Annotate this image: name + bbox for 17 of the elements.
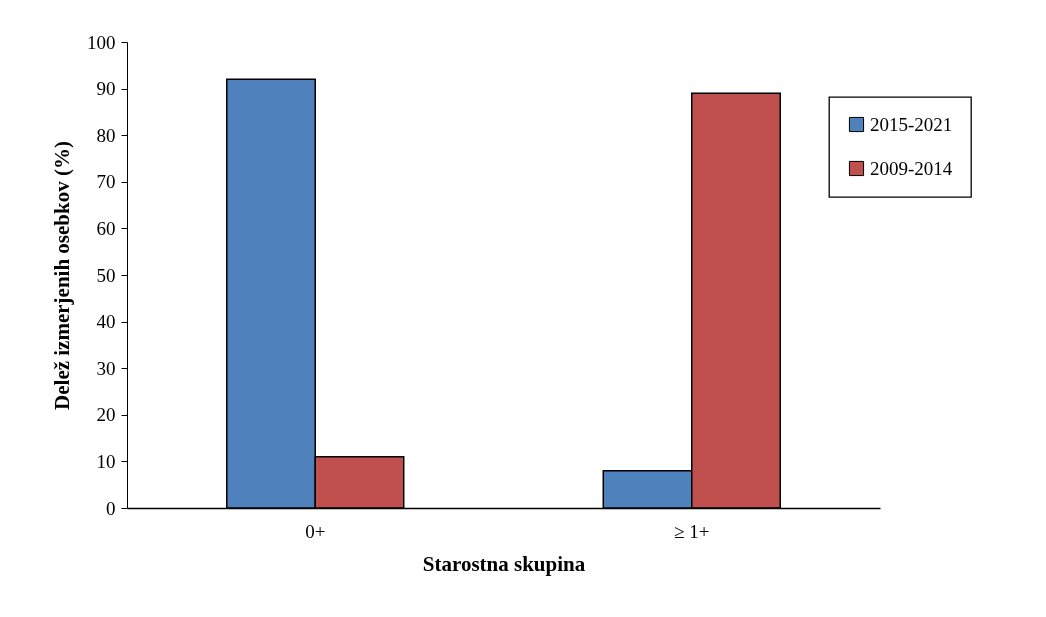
x-tick-label: ≥ 1+ (674, 520, 710, 542)
y-tick-label: 70 (96, 171, 116, 193)
y-tick-label: 0 (106, 497, 116, 519)
x-axis-title: Starostna skupina (422, 551, 586, 576)
y-axis-title: Delež izmerjenih osebkov (%) (50, 141, 74, 410)
y-tick-label: 60 (96, 217, 116, 239)
y-tick-label: 10 (96, 450, 116, 472)
y-tick-label: 100 (87, 31, 116, 53)
y-tick-label: 50 (96, 264, 116, 286)
y-tick-label: 90 (96, 78, 116, 100)
legend-label: 2009-2014 (870, 157, 953, 179)
x-tick-label: 0+ (305, 520, 326, 542)
y-tick-label: 30 (96, 357, 116, 379)
legend-label: 2015-2021 (870, 113, 953, 135)
y-tick-label: 20 (96, 404, 116, 426)
y-tick-label: 40 (96, 311, 116, 333)
y-tick-label: 80 (96, 124, 116, 146)
